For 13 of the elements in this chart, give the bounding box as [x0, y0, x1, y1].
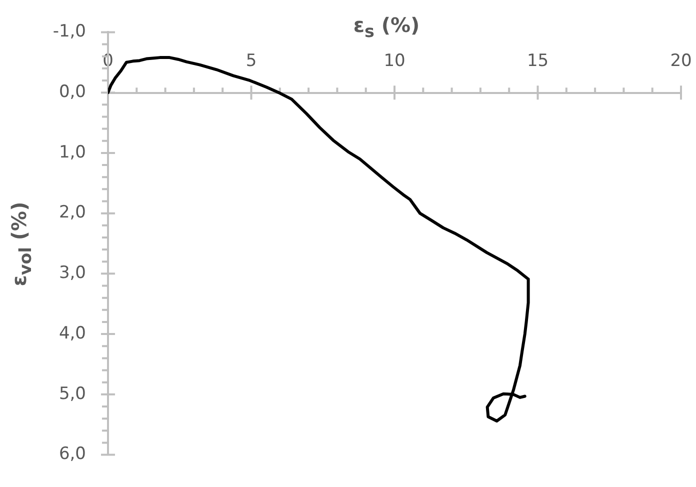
x-tick-label: 15 [526, 50, 549, 71]
x-axis-title: ε$_{s}$ (%) [353, 13, 420, 41]
y-tick-label: 1,0 [58, 142, 86, 162]
y-tick-label: 4,0 [58, 323, 86, 344]
x-tick-label: 10 [384, 50, 406, 71]
y-tick-label: 2,0 [58, 202, 86, 223]
y-tick-label: -1,0 [52, 22, 86, 42]
x-tick-label: 20 [670, 50, 692, 71]
y-tick-label: 6,0 [58, 444, 86, 464]
y-tick-label: 5,0 [58, 384, 86, 404]
x-tick-label: 5 [246, 50, 257, 71]
y-tick-label: 3,0 [58, 263, 86, 284]
y-tick-label: 0,0 [58, 82, 86, 102]
